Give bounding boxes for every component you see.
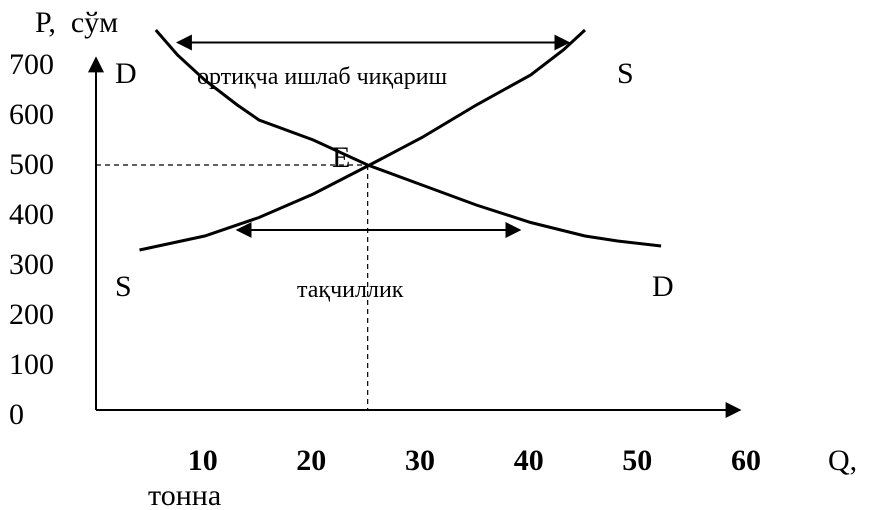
y-axis-title: P, сўм [35,6,118,39]
y-tick-label: 200 [9,298,54,331]
demand-curve [154,29,662,248]
y-tick-labels: 0 100 200 300 400 500 600 700 [9,48,54,431]
x-tick-labels: 10 20 30 40 50 60 [188,444,761,477]
surplus-label: ортиқча ишлаб чиқариш [197,64,448,90]
y-tick-label: 300 [9,248,54,281]
x-tick-label: 10 [188,444,218,477]
y-tick-label: 0 [9,398,24,431]
shortage-label: тақчиллик [297,277,404,303]
y-tick-label: 500 [9,148,54,181]
demand-label-bottom: D [652,270,674,303]
y-tick-label: 100 [9,348,54,381]
supply-curve [139,28,587,252]
supply-label-bottom: S [115,270,132,303]
x-tick-label: 60 [731,444,761,477]
y-tick-label: 400 [9,198,54,231]
x-axis-unit: тонна [148,479,221,510]
y-tick-label: 600 [9,98,54,131]
demand-label-top: D [115,57,137,90]
equilibrium-label: E [332,141,350,174]
x-tick-label: 30 [405,444,435,477]
x-tick-label: 50 [622,444,652,477]
y-tick-label: 700 [9,48,54,81]
supply-label-top: S [617,57,634,90]
x-axis-title: Q, [828,444,857,477]
x-tick-label: 40 [514,444,544,477]
x-tick-label: 20 [296,444,326,477]
